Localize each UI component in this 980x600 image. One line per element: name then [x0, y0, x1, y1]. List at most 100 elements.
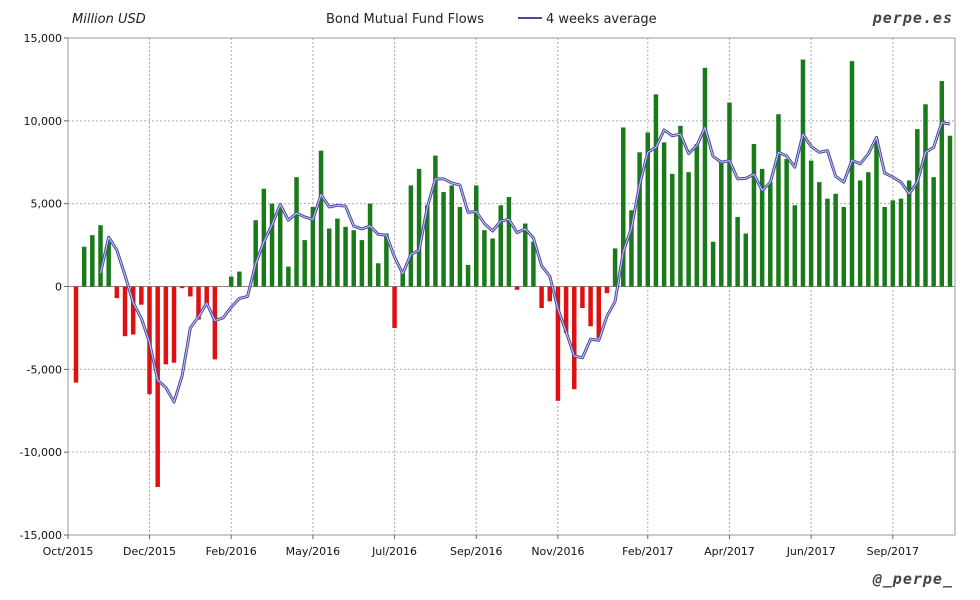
flow-bar	[678, 125, 683, 287]
flow-bar	[212, 286, 218, 360]
y-tick-label: 5,000	[31, 198, 63, 211]
flow-bar	[449, 185, 454, 287]
flow-bar	[931, 177, 936, 287]
flow-bar	[890, 200, 896, 287]
axes: 15,000 10,000 5,000 0 -5,000 -10,000 -15,000 Oc…	[20, 32, 956, 558]
flow-bar	[81, 246, 87, 287]
flow-bar	[710, 241, 716, 287]
flow-bar	[841, 206, 847, 287]
flow-bar	[326, 228, 332, 287]
flow-bar	[228, 276, 234, 287]
legend-label-average: 4 weeks average	[546, 12, 657, 27]
flow-bar	[751, 144, 757, 287]
flow-bar	[768, 182, 773, 287]
flow-bar	[857, 180, 863, 287]
flow-bar	[163, 286, 169, 365]
flow-bar	[523, 223, 528, 287]
flow-bar	[629, 210, 634, 287]
y-axis-label: Million USD	[72, 12, 146, 27]
flow-bar	[727, 102, 732, 287]
flow-bar	[719, 162, 724, 287]
x-tick-label: Sep/2017	[867, 545, 919, 558]
flow-bar	[335, 218, 340, 287]
flow-bar	[866, 172, 871, 287]
y-tick-label: 15,000	[24, 32, 63, 45]
flow-bar	[588, 286, 593, 327]
y-tick-label: 10,000	[24, 115, 63, 128]
flow-bar	[457, 206, 463, 287]
brand-watermark-bottom: @_perpe_	[872, 570, 953, 588]
average-line-inner	[100, 121, 951, 403]
x-tick-label: Dec/2015	[123, 545, 176, 558]
flow-bar	[572, 286, 577, 390]
flow-bar	[645, 132, 651, 287]
flow-bar	[849, 61, 855, 287]
flow-bar	[637, 152, 642, 287]
flow-bar	[825, 198, 830, 287]
flow-bar	[171, 286, 177, 363]
flow-bar	[196, 286, 201, 320]
bars	[73, 59, 953, 487]
flow-bar	[139, 286, 144, 305]
flow-bar	[294, 177, 299, 287]
flow-bar	[408, 185, 414, 287]
flow-bar	[269, 203, 275, 287]
flow-bar	[392, 286, 397, 328]
y-tick-label: -10,000	[20, 446, 62, 459]
flow-bar	[743, 233, 749, 287]
flow-bar	[204, 286, 209, 307]
flow-bar	[482, 230, 487, 287]
flow-bar	[539, 286, 544, 309]
flow-bar	[400, 269, 405, 287]
flow-bar	[808, 160, 814, 287]
flow-bar	[367, 203, 373, 287]
y-tick-label: 0	[55, 281, 62, 294]
flow-bar	[604, 286, 610, 294]
flow-bar	[939, 81, 945, 287]
flow-bar	[547, 286, 552, 302]
flow-bar	[490, 238, 495, 287]
x-tick-label: Apr/2017	[704, 545, 755, 558]
flow-bar	[670, 173, 675, 287]
flow-bar	[833, 193, 838, 287]
flow-bar	[506, 197, 512, 287]
flow-bar	[792, 205, 798, 287]
flow-bar	[424, 205, 430, 287]
x-tick-label: Jun/2017	[786, 545, 836, 558]
flow-bar	[351, 230, 356, 287]
grid	[68, 37, 955, 536]
x-tick-label: Jul/2016	[371, 545, 417, 558]
flow-bar	[906, 180, 912, 287]
flow-bar	[433, 155, 438, 287]
flow-bar	[531, 241, 536, 287]
brand-watermark-top: perpe.es	[872, 9, 953, 27]
flow-bar	[188, 286, 193, 297]
flow-bar	[898, 198, 904, 287]
x-tick-label: Feb/2016	[206, 545, 257, 558]
flow-bar	[776, 114, 781, 287]
flow-bar	[915, 129, 920, 287]
x-tick-label: Nov/2016	[531, 545, 584, 558]
flow-bar	[465, 264, 471, 287]
flow-bar	[114, 286, 120, 299]
flow-bar	[98, 225, 103, 287]
flow-bar	[621, 127, 626, 287]
flow-bar	[237, 271, 242, 287]
flow-bar	[800, 59, 806, 287]
flow-bar	[261, 188, 267, 287]
flow-bar	[555, 286, 561, 401]
average-line	[99, 120, 951, 404]
flow-bar	[735, 216, 740, 287]
flow-bar	[612, 248, 618, 287]
y-tick-label: -15,000	[20, 529, 62, 542]
flow-bar	[817, 182, 822, 287]
flow-bar	[73, 286, 79, 383]
flow-bar	[155, 286, 160, 487]
flow-bar	[514, 286, 520, 290]
flow-bar	[498, 205, 503, 287]
flow-bar	[596, 286, 602, 338]
flow-bar	[130, 286, 136, 335]
flow-bar	[580, 286, 585, 309]
